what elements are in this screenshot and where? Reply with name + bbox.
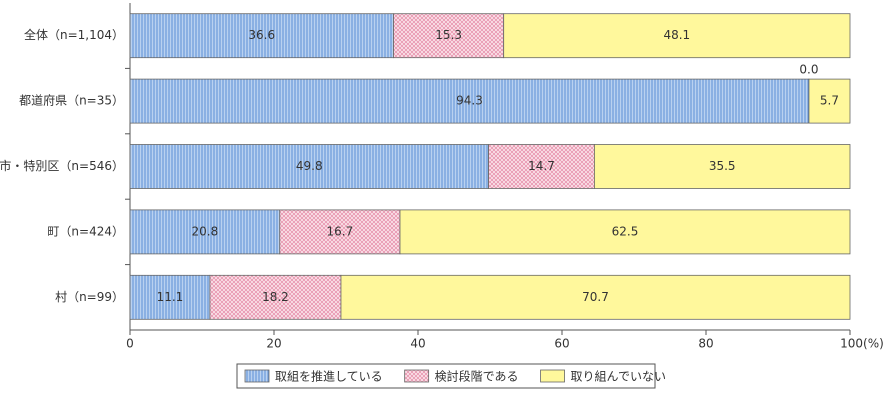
data-label: 70.7 xyxy=(582,290,609,304)
legend-swatch xyxy=(540,369,565,383)
legend-box xyxy=(236,363,656,389)
data-label: 5.7 xyxy=(820,94,839,108)
data-label: 14.7 xyxy=(528,159,555,173)
y-tick-label: 全体（n=1,104） xyxy=(24,27,124,42)
data-label: 49.8 xyxy=(296,159,323,173)
data-label: 0.0 xyxy=(799,63,818,77)
legend-swatch xyxy=(244,369,270,383)
x-tick-label: 80 xyxy=(698,337,713,351)
data-label: 18.2 xyxy=(262,290,289,304)
bar-segment xyxy=(503,13,851,59)
bar-segment xyxy=(129,274,211,320)
y-tick-label: 市・特別区（n=546） xyxy=(0,158,124,173)
legend-label: 検討段階である xyxy=(435,369,519,384)
x-tick-label: 40 xyxy=(410,337,425,351)
x-tick-label: 0 xyxy=(126,337,134,351)
data-label: 48.1 xyxy=(663,28,690,42)
data-label: 62.5 xyxy=(612,224,639,238)
y-tick-label: 町（n=424） xyxy=(47,224,124,238)
data-label: 35.5 xyxy=(709,159,736,173)
data-label: 11.1 xyxy=(157,290,184,304)
bar-segment xyxy=(399,209,851,255)
legend-swatch xyxy=(404,369,430,383)
x-tick-label: 60 xyxy=(554,337,569,351)
y-tick-label: 村（n=99） xyxy=(55,290,124,304)
data-label: 15.3 xyxy=(435,28,462,42)
data-label: 16.7 xyxy=(327,224,354,238)
bar-segment xyxy=(808,78,851,124)
data-label: 20.8 xyxy=(192,224,219,238)
bar-segment xyxy=(209,274,342,320)
bar-segment xyxy=(594,144,851,189)
data-label: 36.6 xyxy=(248,28,275,42)
x-tick-label: 20 xyxy=(266,337,281,351)
bar-segment xyxy=(340,274,851,320)
legend-label: 取組を推進している xyxy=(275,370,383,384)
data-label: 94.3 xyxy=(456,94,483,108)
bar-segment xyxy=(129,78,810,124)
x-tick-label: 100(%) xyxy=(840,337,884,351)
bar-segment xyxy=(129,13,394,59)
y-tick-label: 都道府県（n=35） xyxy=(19,93,124,108)
bar-segment xyxy=(279,209,401,255)
legend-label: 取り組んでいない xyxy=(571,370,666,384)
bar-segment xyxy=(393,13,505,59)
